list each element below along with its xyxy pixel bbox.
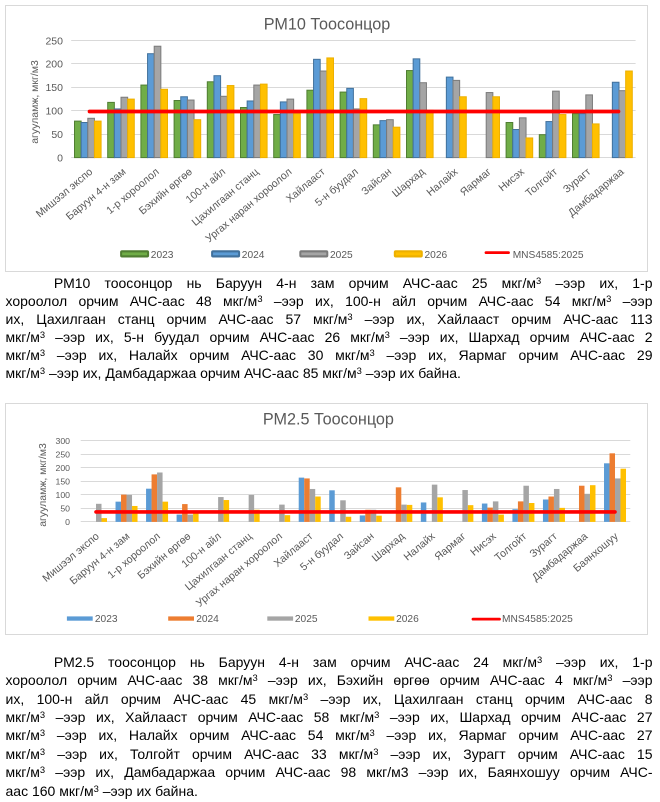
svg-text:2023: 2023 [95, 614, 118, 625]
svg-text:150: 150 [45, 82, 63, 94]
svg-text:200: 200 [56, 463, 71, 473]
svg-text:2023: 2023 [151, 250, 174, 261]
svg-text:250: 250 [45, 35, 63, 47]
svg-text:агууламж, мкг/м3: агууламж, мкг/м3 [29, 60, 41, 144]
svg-text:150: 150 [56, 476, 71, 486]
svg-text:агууламж, мкг/м3: агууламж, мкг/м3 [37, 443, 49, 527]
svg-text:100: 100 [56, 490, 71, 500]
svg-text:250: 250 [56, 449, 71, 459]
svg-text:50: 50 [60, 503, 70, 513]
svg-text:300: 300 [56, 436, 71, 446]
svg-text:РМ10 Тоосонцор: РМ10 Тоосонцор [264, 16, 391, 34]
svg-text:MNS4585:2025: MNS4585:2025 [502, 614, 573, 625]
svg-text:50: 50 [51, 129, 63, 141]
svg-text:2025: 2025 [330, 250, 353, 261]
svg-text:2024: 2024 [242, 250, 265, 261]
svg-text:2025: 2025 [295, 614, 318, 625]
svg-text:2024: 2024 [196, 614, 219, 625]
svg-text:0: 0 [65, 517, 70, 527]
svg-text:РМ2.5 Тоосонцор: РМ2.5 Тоосонцор [263, 410, 394, 428]
svg-text:100: 100 [45, 106, 63, 118]
svg-text:2026: 2026 [425, 250, 448, 261]
svg-text:0: 0 [57, 152, 63, 164]
svg-text:200: 200 [45, 59, 63, 71]
svg-text:2026: 2026 [396, 614, 419, 625]
svg-text:MNS4585:2025: MNS4585:2025 [513, 250, 584, 261]
